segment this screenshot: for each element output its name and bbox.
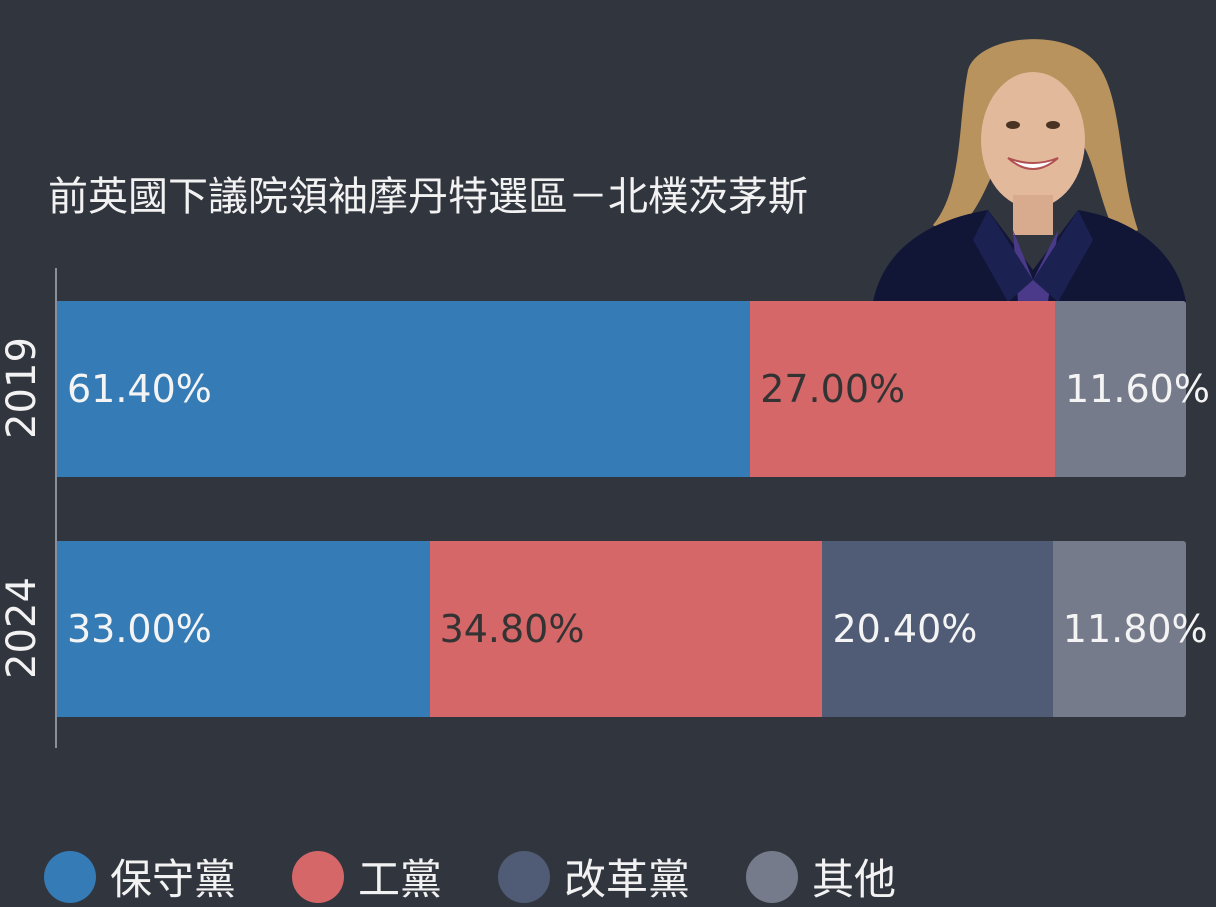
data-label-other-2024: 11.80% <box>1062 607 1208 651</box>
data-label-labour-2024: 34.80% <box>439 607 585 651</box>
legend: 保守黨 工黨 改革黨 其他 <box>44 846 952 907</box>
legend-swatch-other <box>746 850 799 903</box>
y-tick-label-2019: 2019 <box>0 337 45 439</box>
bar-row-2019: 61.40% 27.00% 11.60% <box>57 301 1210 477</box>
chart-title: 前英國下議院領袖摩丹特選區－北樸茨茅斯 <box>48 174 808 220</box>
data-label-conservative-2024: 33.00% <box>67 607 212 651</box>
legend-item-labour: 工黨 <box>292 846 442 907</box>
legend-item-reform: 改革黨 <box>498 846 690 907</box>
y-axis-line <box>55 268 57 748</box>
bar-conservative-2019: 61.40% <box>57 301 751 477</box>
legend-swatch-labour <box>292 850 345 903</box>
data-label-other-2019: 11.60% <box>1065 367 1210 411</box>
legend-swatch-reform <box>498 850 551 903</box>
legend-label-conservative: 保守黨 <box>110 855 237 904</box>
legend-item-conservative: 保守黨 <box>44 846 236 907</box>
bar-labour-2024: 34.80% <box>429 541 823 717</box>
legend-item-other: 其他 <box>746 846 896 907</box>
bar-labour-2019: 27.00% <box>750 301 1056 477</box>
bar-other-2024: 11.80% <box>1052 541 1208 717</box>
y-tick-label-2024: 2024 <box>0 577 45 679</box>
legend-label-labour: 工黨 <box>358 855 443 904</box>
legend-label-other: 其他 <box>812 855 897 904</box>
data-label-reform-2024: 20.40% <box>832 607 978 651</box>
data-label-conservative-2019: 61.40% <box>67 367 212 411</box>
legend-swatch-conservative <box>44 850 96 903</box>
data-label-labour-2019: 27.00% <box>760 367 906 411</box>
bar-other-2019: 11.60% <box>1055 301 1210 477</box>
bar-reform-2024: 20.40% <box>822 541 1053 717</box>
legend-label-reform: 改革黨 <box>564 855 691 904</box>
bar-row-2024: 33.00% 34.80% 20.40% 11.80% <box>57 541 1208 717</box>
bar-conservative-2024: 33.00% <box>57 541 430 717</box>
portrait-image <box>873 39 1186 302</box>
